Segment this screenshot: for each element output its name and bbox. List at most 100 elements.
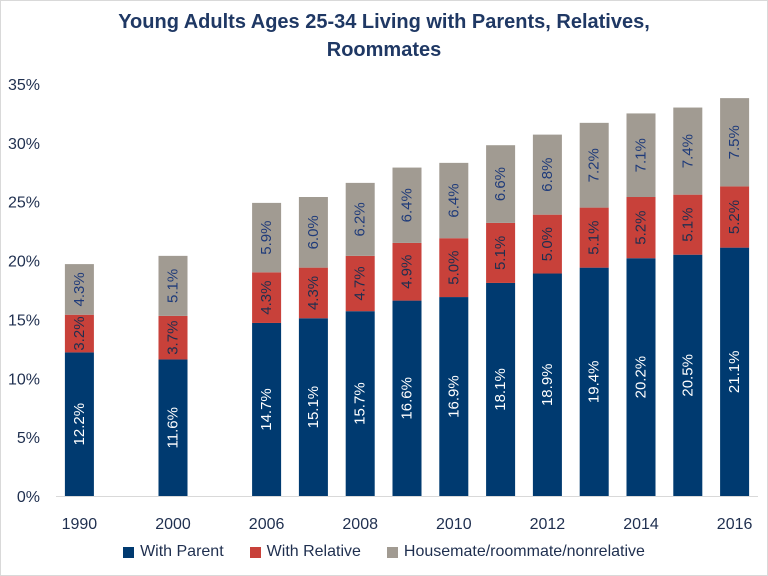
- data-label-with-parent: 16.9%: [445, 375, 462, 418]
- data-label-with-parent: 15.7%: [352, 382, 369, 425]
- bar-segment-with-parent: [158, 359, 188, 496]
- legend-item-with-parent: With Parent: [123, 543, 224, 561]
- data-label-housemate: 4.3%: [71, 272, 88, 306]
- y-tick-label: 10%: [8, 371, 40, 388]
- bar-segment-with-relative: [345, 255, 375, 312]
- bar-segment-housemate: [64, 264, 94, 315]
- legend-label-with-relative: With Relative: [266, 543, 361, 560]
- data-label-with-parent: 12.2%: [71, 403, 88, 446]
- data-label-with-relative: 4.9%: [399, 255, 416, 289]
- data-label-with-parent: 16.6%: [399, 377, 416, 420]
- data-label-housemate: 6.2%: [352, 202, 369, 236]
- bar-segment-with-parent: [532, 273, 562, 496]
- data-label-housemate: 7.2%: [586, 148, 603, 182]
- bar-segment-with-relative: [626, 197, 656, 259]
- data-label-with-relative: 5.2%: [726, 200, 743, 234]
- data-label-with-parent: 15.1%: [305, 386, 322, 429]
- bar-segment-housemate: [392, 167, 422, 243]
- bar-segment-with-relative: [579, 207, 609, 268]
- bar-segment-with-parent: [298, 318, 328, 496]
- x-tick-label: 2000: [155, 516, 191, 533]
- data-label-with-parent: 21.1%: [726, 351, 743, 394]
- legend-label-with-parent: With Parent: [140, 543, 224, 560]
- data-label-with-parent: 18.1%: [492, 368, 509, 411]
- bar-segment-with-parent: [673, 254, 703, 496]
- bar-segment-with-relative: [439, 238, 469, 298]
- data-label-with-parent: 19.4%: [586, 361, 603, 404]
- data-label-housemate: 7.5%: [726, 125, 743, 159]
- x-axis: 1990 2000 2006 2008 2010 2012 2014 2016: [62, 516, 753, 533]
- bar-segment-with-relative: [158, 315, 188, 360]
- y-tick-label: 30%: [8, 136, 40, 153]
- bar-segment-with-relative: [720, 186, 750, 248]
- legend: With Parent With Relative Housemate/room…: [0, 543, 768, 561]
- data-label-housemate: 5.1%: [165, 269, 182, 303]
- bar-segment-with-relative: [64, 314, 94, 353]
- y-axis: 0% 5% 10% 15% 20% 25% 30% 35%: [8, 77, 40, 506]
- data-label-with-relative: 5.1%: [492, 236, 509, 270]
- data-label-with-parent: 11.6%: [165, 407, 182, 448]
- bar-segment-housemate: [532, 134, 562, 215]
- bar-segment-with-parent: [392, 300, 422, 496]
- bar-segment-with-relative: [486, 222, 516, 283]
- y-tick-label: 15%: [8, 312, 40, 329]
- bar-segment-with-parent: [345, 311, 375, 496]
- bar-segment-with-relative: [392, 242, 422, 301]
- data-label-with-relative: 5.2%: [633, 211, 650, 245]
- data-label-housemate: 6.6%: [492, 167, 509, 201]
- data-label-with-relative: 4.3%: [305, 276, 322, 310]
- data-label-with-relative: 4.3%: [258, 281, 275, 315]
- chart-title-line-1: Young Adults Ages 25-34 Living with Pare…: [118, 11, 650, 33]
- legend-item-with-relative: With Relative: [249, 543, 361, 561]
- bar-segment-with-parent: [720, 247, 750, 496]
- data-label-with-parent: 18.9%: [539, 363, 556, 406]
- bar-segment-with-parent: [64, 352, 94, 496]
- bar-segment-with-parent: [626, 258, 656, 496]
- x-tick-label: 2014: [623, 516, 659, 533]
- bar-segment-housemate: [298, 197, 328, 268]
- data-label-housemate: 7.4%: [679, 134, 696, 168]
- bar-segment-housemate: [720, 98, 750, 187]
- bar-segment-with-parent: [439, 297, 469, 496]
- data-label-housemate: 6.4%: [445, 183, 462, 217]
- bar-segment-with-parent: [252, 322, 282, 496]
- data-label-housemate: 6.4%: [399, 188, 416, 222]
- data-label-with-relative: 5.0%: [539, 227, 556, 261]
- bar-segment-with-relative: [252, 272, 282, 323]
- bar-segment-with-relative: [298, 267, 328, 319]
- y-tick-label: 25%: [8, 195, 40, 212]
- data-label-with-relative: 3.2%: [71, 316, 88, 350]
- bar-segment-housemate: [579, 122, 609, 208]
- data-label-with-relative: 4.7%: [352, 266, 369, 300]
- bar-segment-housemate: [673, 107, 703, 195]
- bar-segment-housemate: [158, 255, 188, 316]
- data-label-housemate: 7.1%: [633, 138, 650, 172]
- bar-segment-housemate: [439, 162, 469, 239]
- bar-segment-housemate: [486, 145, 516, 223]
- chart-title: Young Adults Ages 25-34 Living with Pare…: [0, 8, 768, 64]
- x-tick-label: 2010: [436, 516, 472, 533]
- legend-label-housemate: Housemate/roommate/nonrelative: [403, 543, 645, 560]
- bar-segment-housemate: [252, 202, 282, 273]
- data-label-with-relative: 3.7%: [165, 321, 182, 355]
- data-label-with-relative: 5.1%: [679, 208, 696, 242]
- data-label-with-parent: 20.5%: [679, 354, 696, 397]
- y-tick-label: 35%: [8, 77, 40, 94]
- bar-segment-with-parent: [579, 267, 609, 496]
- legend-swatch-with-relative: [249, 546, 261, 558]
- y-tick-label: 5%: [17, 430, 40, 447]
- x-tick-label: 2012: [530, 516, 566, 533]
- bar-segment-with-parent: [486, 282, 516, 496]
- data-label-housemate: 6.0%: [305, 215, 322, 249]
- data-label-with-relative: 5.0%: [445, 251, 462, 285]
- y-tick-label: 0%: [17, 489, 40, 506]
- x-tick-label: 2006: [249, 516, 285, 533]
- data-label-housemate: 6.8%: [539, 158, 556, 192]
- bar-segment-with-relative: [673, 194, 703, 255]
- y-tick-label: 20%: [8, 254, 40, 271]
- data-label-housemate: 5.9%: [258, 221, 275, 255]
- data-label-with-relative: 5.1%: [586, 221, 603, 255]
- bar-segment-housemate: [626, 113, 656, 198]
- legend-swatch-housemate: [386, 546, 398, 558]
- x-tick-label: 2016: [717, 516, 753, 533]
